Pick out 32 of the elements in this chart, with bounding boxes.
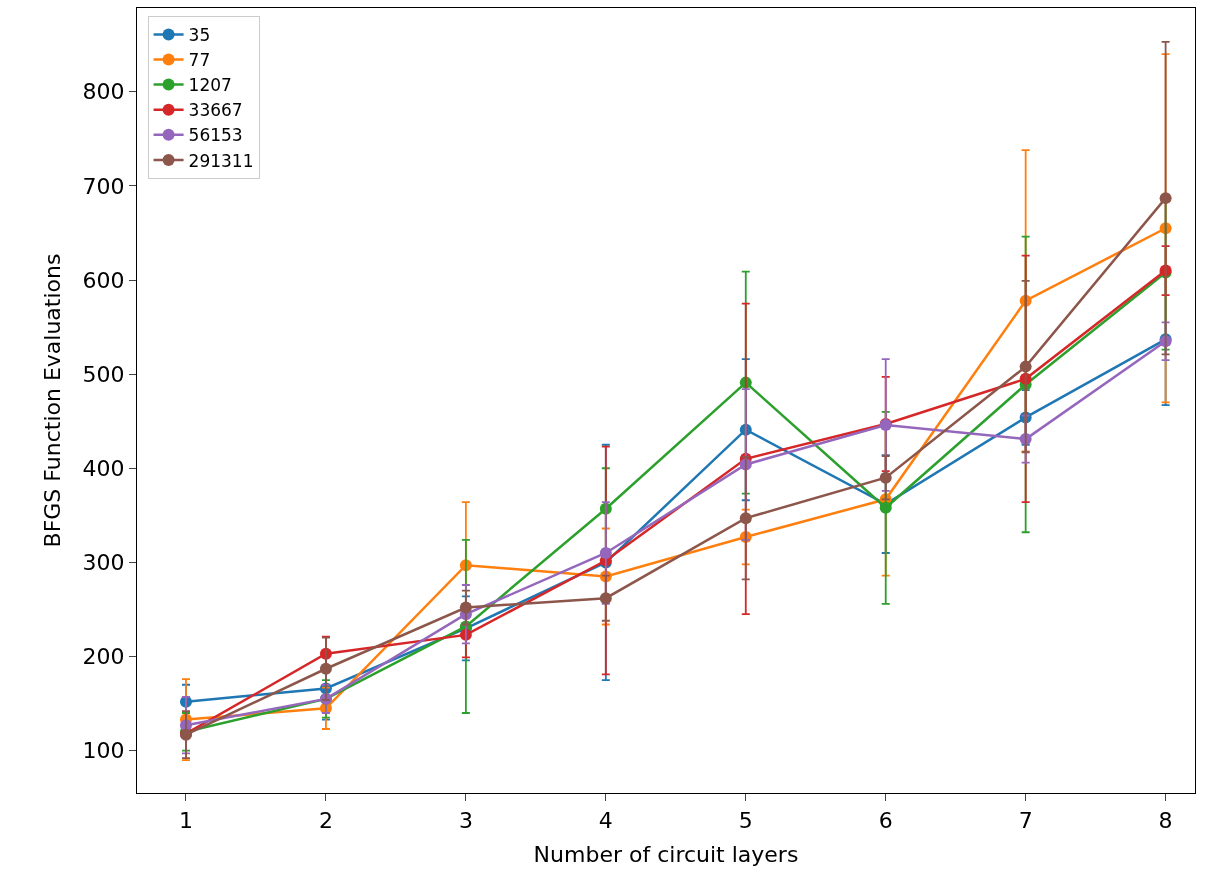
y-tick-label: 300 <box>82 550 125 576</box>
point <box>599 546 612 559</box>
point <box>879 471 892 484</box>
legend-label: 1207 <box>188 75 232 96</box>
point <box>459 601 472 614</box>
y-tick-label: 700 <box>82 173 125 199</box>
y-tick-label: 500 <box>82 361 125 387</box>
x-tick-label: 8 <box>1158 807 1173 833</box>
legend-label: 77 <box>188 50 211 71</box>
y-tick-label: 800 <box>82 79 125 105</box>
point <box>599 592 612 605</box>
x-tick-label: 3 <box>458 807 473 833</box>
y-axis-title: BFGS Function Evaluations <box>40 253 66 548</box>
legend-label: 35 <box>188 25 211 46</box>
y-tick-label: 200 <box>82 644 125 670</box>
x-tick-label: 1 <box>178 807 193 833</box>
y-tick-label: 600 <box>82 267 125 293</box>
legend-label: 56153 <box>188 125 243 146</box>
x-tick-label: 6 <box>878 807 893 833</box>
point <box>739 512 752 525</box>
x-axis-title: Number of circuit layers <box>533 842 799 868</box>
point <box>1159 192 1172 205</box>
x-tick-label: 7 <box>1018 807 1033 833</box>
legend-label: 291311 <box>188 150 254 171</box>
point <box>319 662 332 675</box>
y-tick-label: 400 <box>82 455 125 481</box>
y-tick-label: 100 <box>82 738 125 764</box>
point <box>1019 360 1032 373</box>
x-tick-label: 4 <box>598 807 613 833</box>
x-tick-label: 2 <box>318 807 333 833</box>
legend-label: 33667 <box>188 100 243 121</box>
x-tick-label: 5 <box>738 807 753 833</box>
